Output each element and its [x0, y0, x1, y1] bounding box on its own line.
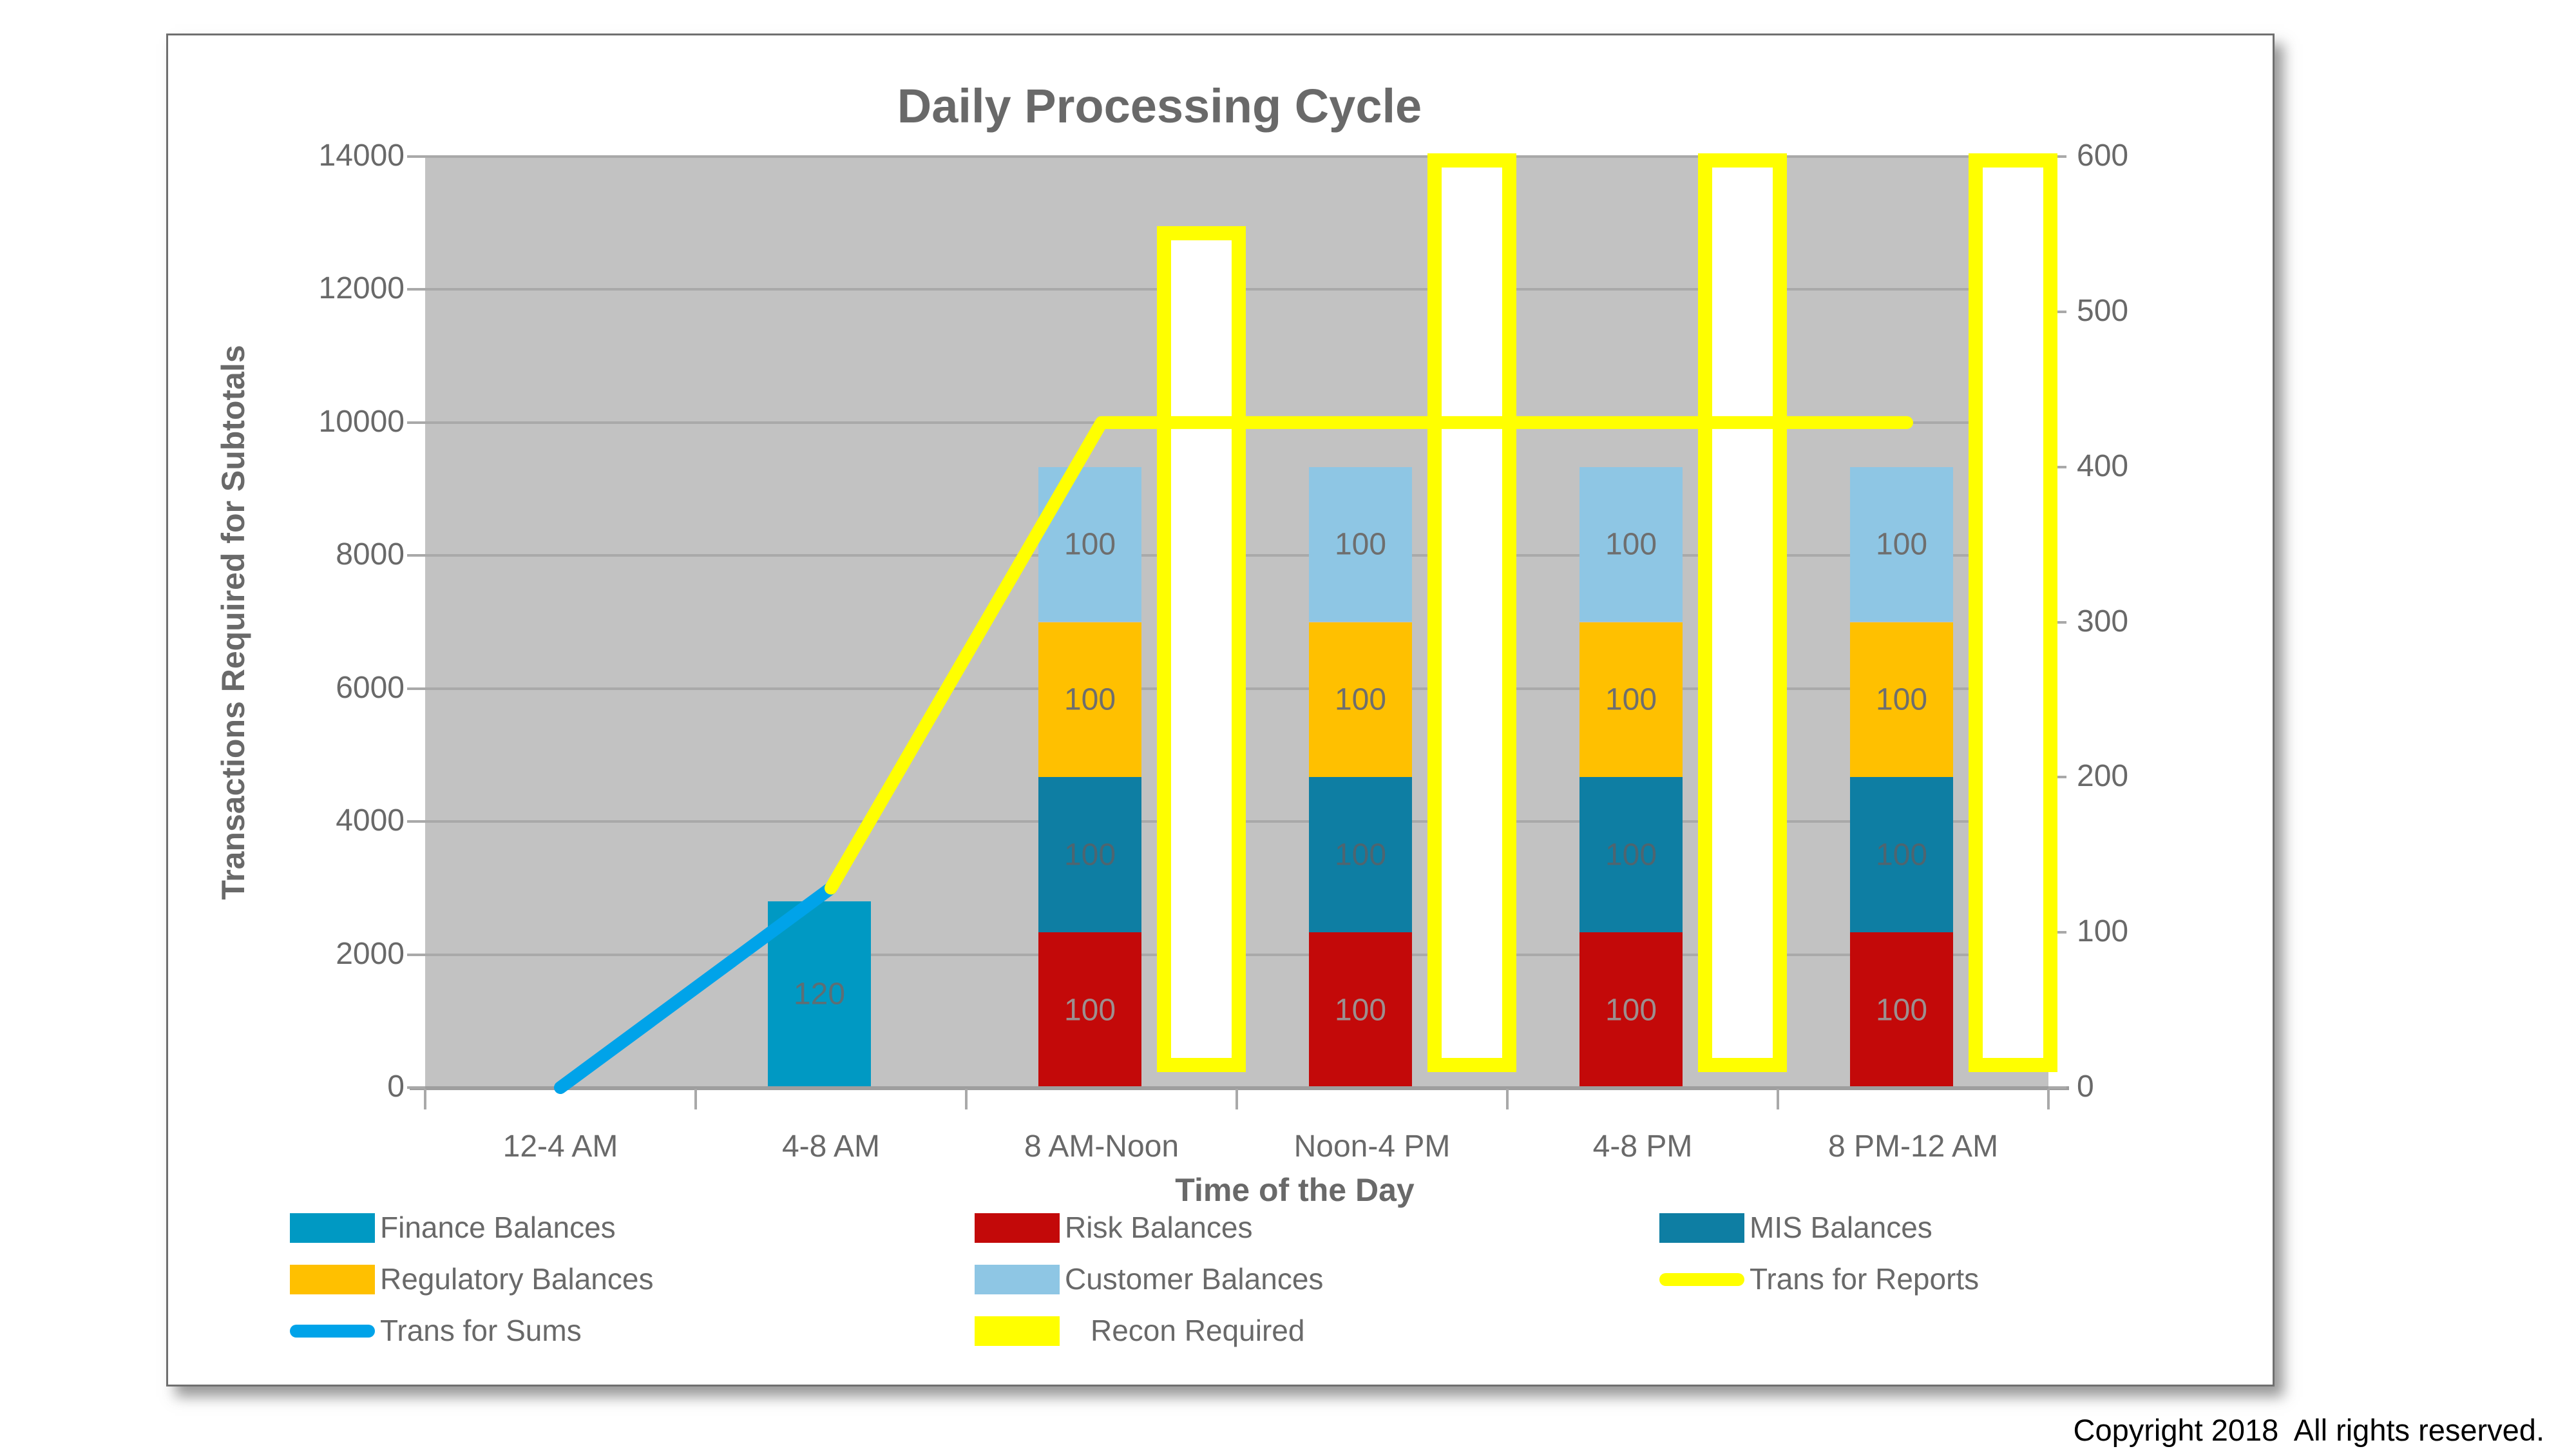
legend-label: MIS Balances — [1750, 1211, 1932, 1244]
x-axis-tick-label: 8 PM-12 AM — [1827, 1129, 1999, 1164]
left-axis-tick — [407, 288, 425, 291]
legend-item-recon-required: Recon Required — [975, 1305, 1619, 1357]
right-axis-tick — [2048, 620, 2066, 624]
legend-label: Recon Required — [1091, 1314, 1305, 1347]
x-axis-tick-label: 4-8 PM — [1592, 1129, 1693, 1164]
right-axis-tick-label: 600 — [2077, 139, 2129, 173]
segment-data-label: 100 — [1064, 838, 1116, 872]
bar-recon-required — [1427, 153, 1516, 1072]
segment-data-label: 100 — [1064, 527, 1116, 562]
left-axis-tick — [407, 953, 425, 956]
x-axis-tick-label: 4-8 AM — [781, 1129, 881, 1164]
left-axis-tick-label: 4000 — [336, 803, 405, 838]
x-axis-tick — [1236, 1089, 1238, 1109]
left-axis-tick — [407, 421, 425, 424]
segment-data-label: 100 — [1605, 682, 1657, 717]
right-axis-tick — [2048, 465, 2066, 468]
segment-data-label: 100 — [1875, 527, 1928, 562]
segment-data-label: 100 — [1064, 993, 1116, 1028]
gridline — [425, 155, 2048, 158]
right-axis-tick-label: 100 — [2077, 914, 2129, 949]
legend-color-swatch-risk-balances — [975, 1213, 1060, 1243]
segment-data-label: 100 — [1334, 838, 1387, 872]
x-axis-tick — [2047, 1089, 2050, 1109]
legend-item-trans-for-reports: Trans for Reports — [1659, 1254, 2304, 1305]
legend-color-swatch-finance-balances — [290, 1213, 375, 1243]
right-axis-tick-label: 200 — [2077, 759, 2129, 794]
left-axis-tick-label: 8000 — [336, 537, 405, 572]
left-axis-tick-label: 2000 — [336, 936, 405, 971]
stack-segment-risk-balances — [1850, 932, 1953, 1086]
bar-recon-required — [1698, 153, 1787, 1072]
legend-item-regulatory-balances: Regulatory Balances — [290, 1254, 934, 1305]
segment-data-label: 100 — [1605, 838, 1657, 872]
bar-recon-required — [1157, 226, 1246, 1072]
x-axis-tick — [694, 1089, 697, 1109]
right-axis-tick — [2048, 1086, 2066, 1089]
bar-data-label: 120 — [793, 977, 846, 1011]
x-axis-tick — [965, 1089, 968, 1109]
segment-data-label: 100 — [1605, 527, 1657, 562]
x-axis-tick — [424, 1089, 426, 1109]
legend-label: Finance Balances — [380, 1211, 616, 1244]
right-axis-tick-label: 0 — [2077, 1070, 2094, 1104]
bar-recon-required — [1969, 153, 2057, 1072]
left-axis-tick-label: 0 — [387, 1070, 405, 1104]
legend-label: Trans for Reports — [1750, 1262, 1980, 1296]
legend-item-mis-balances: MIS Balances — [1659, 1202, 2304, 1254]
legend-label: Regulatory Balances — [380, 1262, 654, 1296]
copyright-text: Copyright 2018 All rights reserved. — [2073, 1413, 2544, 1447]
legend-color-swatch-mis-balances — [1659, 1213, 1744, 1243]
right-axis-tick-label: 500 — [2077, 293, 2129, 328]
legend-line-swatch-trans-for-reports — [1659, 1273, 1744, 1286]
x-axis-line — [410, 1086, 2069, 1090]
chart-title: Daily Processing Cycle — [897, 79, 1422, 133]
legend-label: Trans for Sums — [380, 1314, 582, 1347]
legend-label: Risk Balances — [1065, 1211, 1253, 1244]
left-axis-tick — [407, 155, 425, 158]
left-axis-tick-label: 10000 — [318, 404, 405, 439]
legend-item-customer-balances: Customer Balances — [975, 1254, 1619, 1305]
left-axis-tick — [407, 687, 425, 690]
stack-segment-risk-balances — [1309, 932, 1412, 1086]
segment-data-label: 100 — [1875, 993, 1928, 1028]
right-axis-tick — [2048, 155, 2066, 158]
segment-data-label: 100 — [1334, 682, 1387, 717]
right-axis-tick — [2048, 931, 2066, 934]
right-axis-tick — [2048, 310, 2066, 313]
stack-segment-risk-balances — [1038, 932, 1141, 1086]
left-axis-tick-label: 12000 — [318, 271, 405, 306]
left-axis-tick-label: 6000 — [336, 670, 405, 705]
x-axis-tick-label: 12-4 AM — [502, 1129, 618, 1164]
legend-color-swatch-customer-balances — [975, 1265, 1060, 1294]
x-axis-tick-label: 8 AM-Noon — [1024, 1129, 1179, 1164]
x-axis-tick-label: Noon-4 PM — [1293, 1129, 1451, 1164]
segment-data-label: 100 — [1064, 682, 1116, 717]
legend-item-risk-balances: Risk Balances — [975, 1202, 1619, 1254]
right-axis-tick-label: 400 — [2077, 448, 2129, 483]
left-axis-tick — [407, 554, 425, 557]
legend-color-swatch-regulatory-balances — [290, 1265, 375, 1294]
left-axis-tick — [407, 1086, 425, 1089]
legend-item-finance-balances: Finance Balances — [290, 1202, 934, 1254]
right-axis-tick-label: 300 — [2077, 604, 2129, 638]
left-axis-tick — [407, 820, 425, 823]
legend-color-swatch-recon-required — [975, 1316, 1060, 1346]
left-axis-tick-label: 14000 — [318, 139, 405, 173]
x-axis-tick — [1777, 1089, 1779, 1109]
x-axis-title: Time of the Day — [1175, 1172, 1415, 1208]
segment-data-label: 100 — [1334, 527, 1387, 562]
segment-data-label: 100 — [1334, 993, 1387, 1028]
x-axis-tick — [1506, 1089, 1509, 1109]
stack-segment-risk-balances — [1579, 932, 1683, 1086]
segment-data-label: 100 — [1875, 682, 1928, 717]
segment-data-label: 100 — [1875, 838, 1928, 872]
legend-label: Customer Balances — [1065, 1262, 1324, 1296]
legend-item-trans-for-sums: Trans for Sums — [290, 1305, 934, 1357]
right-axis-tick — [2048, 776, 2066, 779]
segment-data-label: 100 — [1605, 993, 1657, 1028]
legend-line-swatch-trans-for-sums — [290, 1325, 375, 1338]
